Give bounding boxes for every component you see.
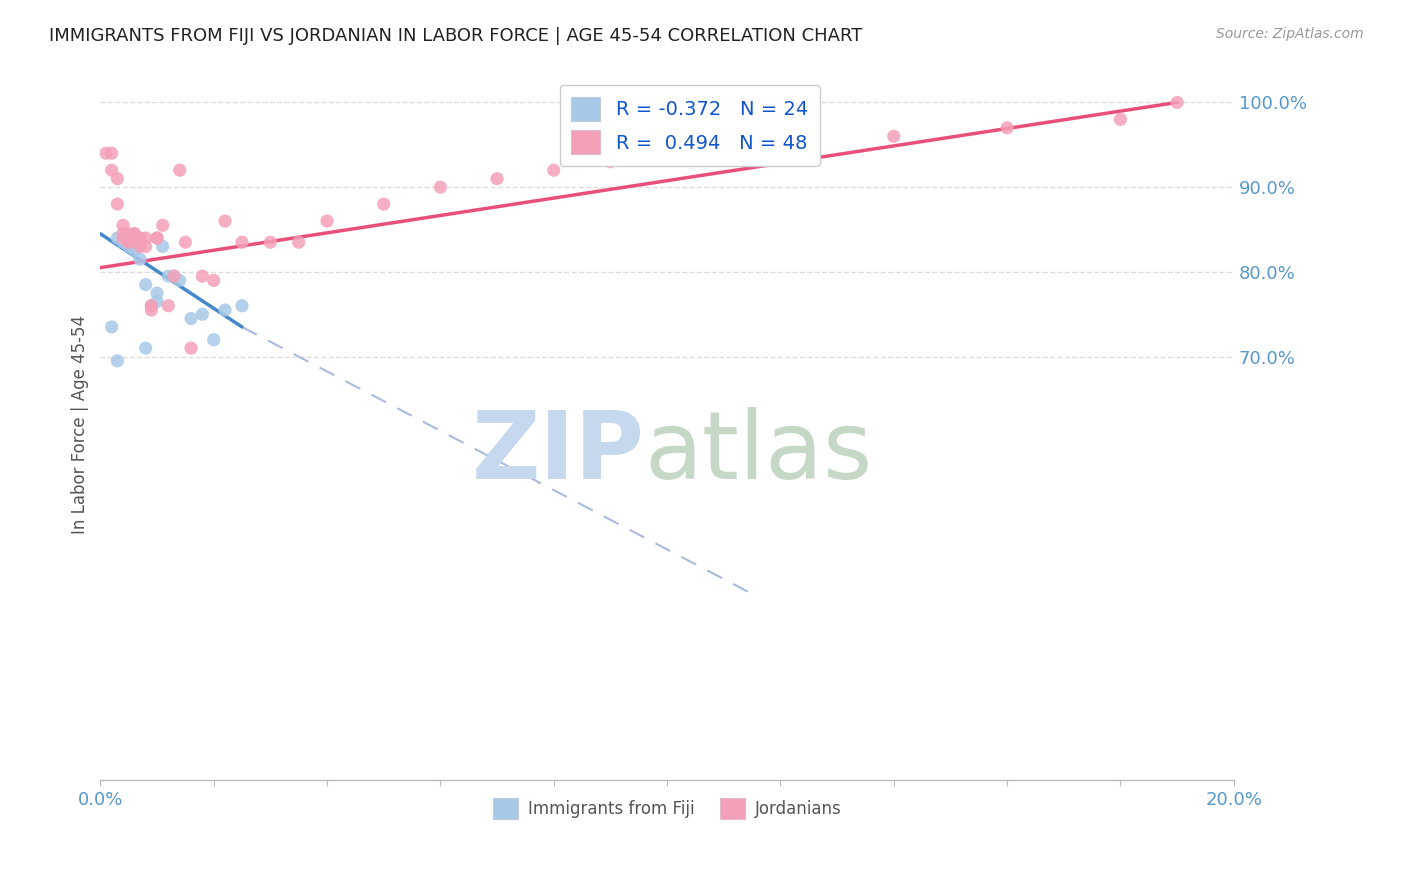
Point — [124, 227, 146, 241]
Point — [146, 231, 169, 245]
Point — [214, 303, 236, 318]
Point — [163, 269, 186, 284]
Point — [118, 231, 141, 245]
Point — [100, 163, 122, 178]
Point — [124, 231, 146, 245]
Point — [163, 269, 186, 284]
Point — [157, 299, 180, 313]
Point — [180, 311, 202, 326]
Point — [94, 146, 117, 161]
Point — [152, 239, 174, 253]
Point — [129, 235, 152, 250]
Point — [111, 227, 134, 241]
Point — [105, 231, 128, 245]
Point — [100, 320, 122, 334]
Point — [105, 354, 128, 368]
Point — [111, 231, 134, 245]
Text: atlas: atlas — [644, 407, 873, 499]
Point — [124, 244, 146, 258]
Point — [141, 303, 163, 318]
Text: Source: ZipAtlas.com: Source: ZipAtlas.com — [1216, 27, 1364, 41]
Point — [157, 269, 180, 284]
Point — [1109, 112, 1132, 127]
Y-axis label: In Labor Force | Age 45-54: In Labor Force | Age 45-54 — [72, 315, 89, 534]
Point — [111, 235, 134, 250]
Point — [111, 219, 134, 233]
Point — [135, 231, 157, 245]
Point — [599, 154, 621, 169]
Point — [118, 231, 141, 245]
Point — [124, 227, 146, 241]
Point — [118, 235, 141, 250]
Point — [135, 239, 157, 253]
Text: ZIP: ZIP — [471, 407, 644, 499]
Point — [141, 299, 163, 313]
Point — [373, 197, 395, 211]
Point — [118, 235, 141, 250]
Point — [146, 294, 169, 309]
Point — [429, 180, 451, 194]
Point — [214, 214, 236, 228]
Point — [124, 239, 146, 253]
Point — [486, 171, 509, 186]
Point — [543, 163, 565, 178]
Point — [118, 227, 141, 241]
Point — [316, 214, 339, 228]
Point — [105, 197, 128, 211]
Point — [118, 239, 141, 253]
Point — [287, 235, 309, 250]
Point — [995, 120, 1018, 135]
Point — [174, 235, 197, 250]
Point — [129, 239, 152, 253]
Point — [202, 333, 225, 347]
Point — [100, 146, 122, 161]
Point — [191, 269, 214, 284]
Point — [146, 286, 169, 301]
Point — [169, 163, 191, 178]
Point — [202, 273, 225, 287]
Point — [180, 341, 202, 355]
Point — [169, 273, 191, 287]
Point — [135, 341, 157, 355]
Point — [141, 299, 163, 313]
Point — [655, 146, 678, 161]
Point — [118, 235, 141, 250]
Point — [129, 231, 152, 245]
Point — [105, 171, 128, 186]
Point — [231, 299, 253, 313]
Point — [135, 277, 157, 292]
Point — [129, 252, 152, 267]
Point — [191, 307, 214, 321]
Point — [883, 129, 905, 144]
Text: IMMIGRANTS FROM FIJI VS JORDANIAN IN LABOR FORCE | AGE 45-54 CORRELATION CHART: IMMIGRANTS FROM FIJI VS JORDANIAN IN LAB… — [49, 27, 863, 45]
Point — [152, 219, 174, 233]
Point — [259, 235, 281, 250]
Point — [146, 231, 169, 245]
Point — [231, 235, 253, 250]
Point — [769, 137, 792, 152]
Legend: Immigrants from Fiji, Jordanians: Immigrants from Fiji, Jordanians — [486, 792, 848, 825]
Point — [1166, 95, 1188, 110]
